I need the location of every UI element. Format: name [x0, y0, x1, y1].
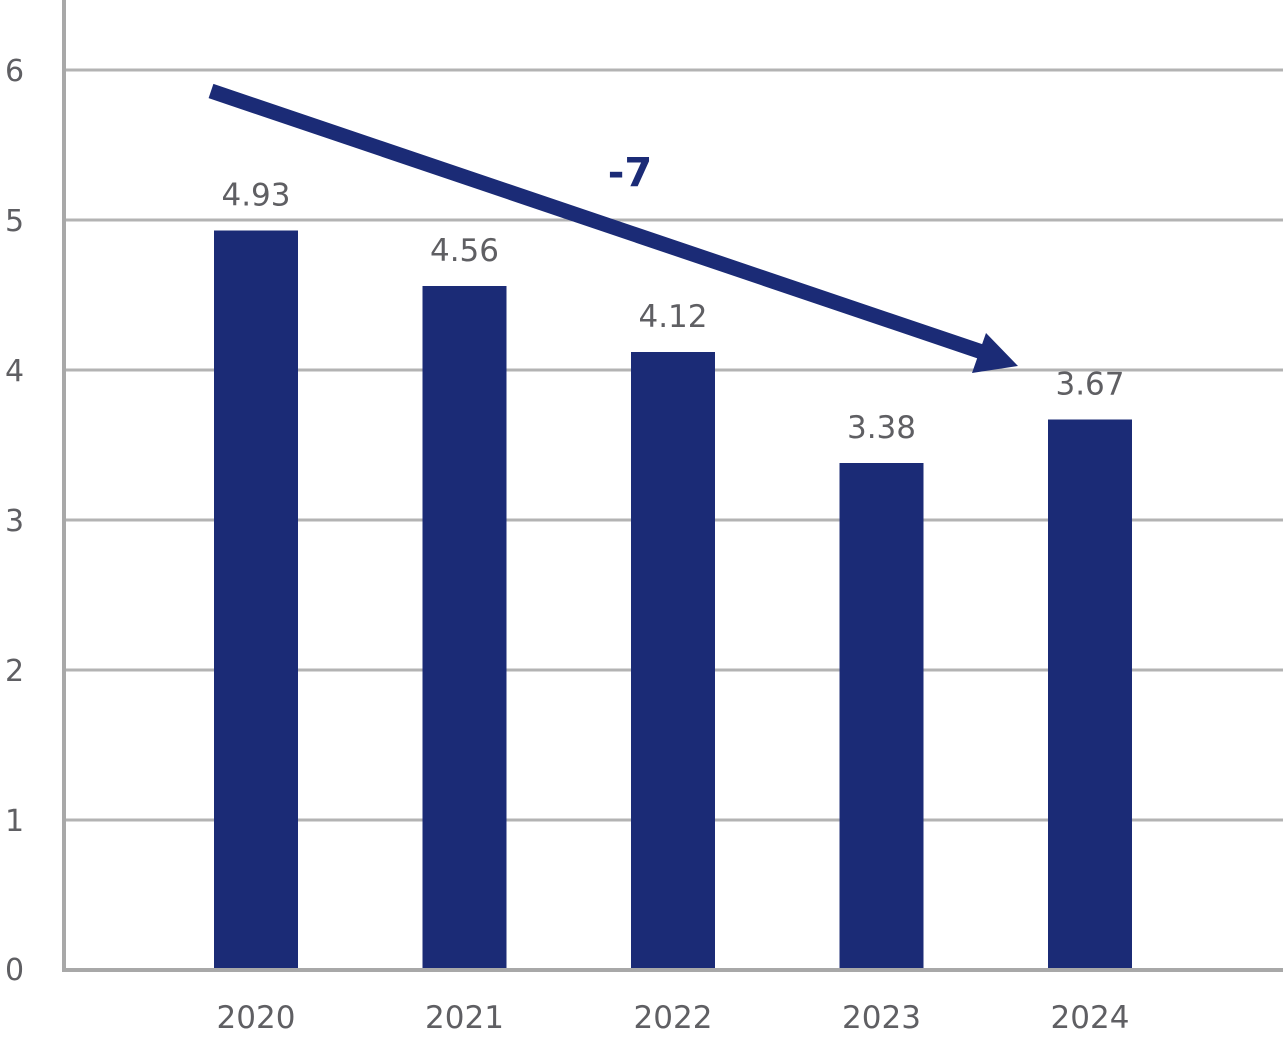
y-tick-label: 6	[5, 54, 24, 89]
y-tick-label: 1	[5, 804, 24, 839]
y-axis-tick-labels: 0 1 2 3 4 5 6	[5, 54, 24, 988]
y-tick-label: 5	[5, 204, 24, 239]
data-labels: 4.93 4.56 4.12 3.38 3.67	[221, 178, 1124, 447]
y-tick-label: 2	[5, 654, 24, 689]
data-label: 3.38	[847, 410, 916, 446]
trend-arrow-head	[972, 333, 1018, 373]
bar-2020	[214, 230, 298, 970]
bar-2022	[631, 352, 715, 970]
bars	[214, 230, 1132, 970]
data-label: 4.12	[638, 299, 707, 335]
x-axis-tick-labels: 2020 2021 2022 2023 2024	[217, 1000, 1130, 1036]
x-tick-label: 2020	[217, 1000, 296, 1036]
x-tick-label: 2023	[842, 1000, 921, 1036]
y-tick-label: 4	[5, 354, 24, 389]
data-label: 4.93	[221, 178, 290, 214]
bar-2024	[1048, 419, 1132, 970]
trend-annotation: -7	[208, 83, 1018, 373]
x-tick-label: 2024	[1051, 1000, 1130, 1036]
bar-2021	[422, 286, 507, 970]
y-tick-label: 0	[5, 953, 24, 988]
bar-2023	[839, 463, 924, 970]
x-tick-label: 2022	[634, 1000, 713, 1036]
data-label: 4.56	[430, 233, 499, 269]
trend-arrow-shaft	[208, 83, 985, 360]
x-tick-label: 2021	[425, 1000, 504, 1036]
y-tick-label: 3	[5, 504, 24, 539]
data-label: 3.67	[1055, 367, 1124, 403]
trend-annotation-label: -7	[608, 150, 652, 196]
